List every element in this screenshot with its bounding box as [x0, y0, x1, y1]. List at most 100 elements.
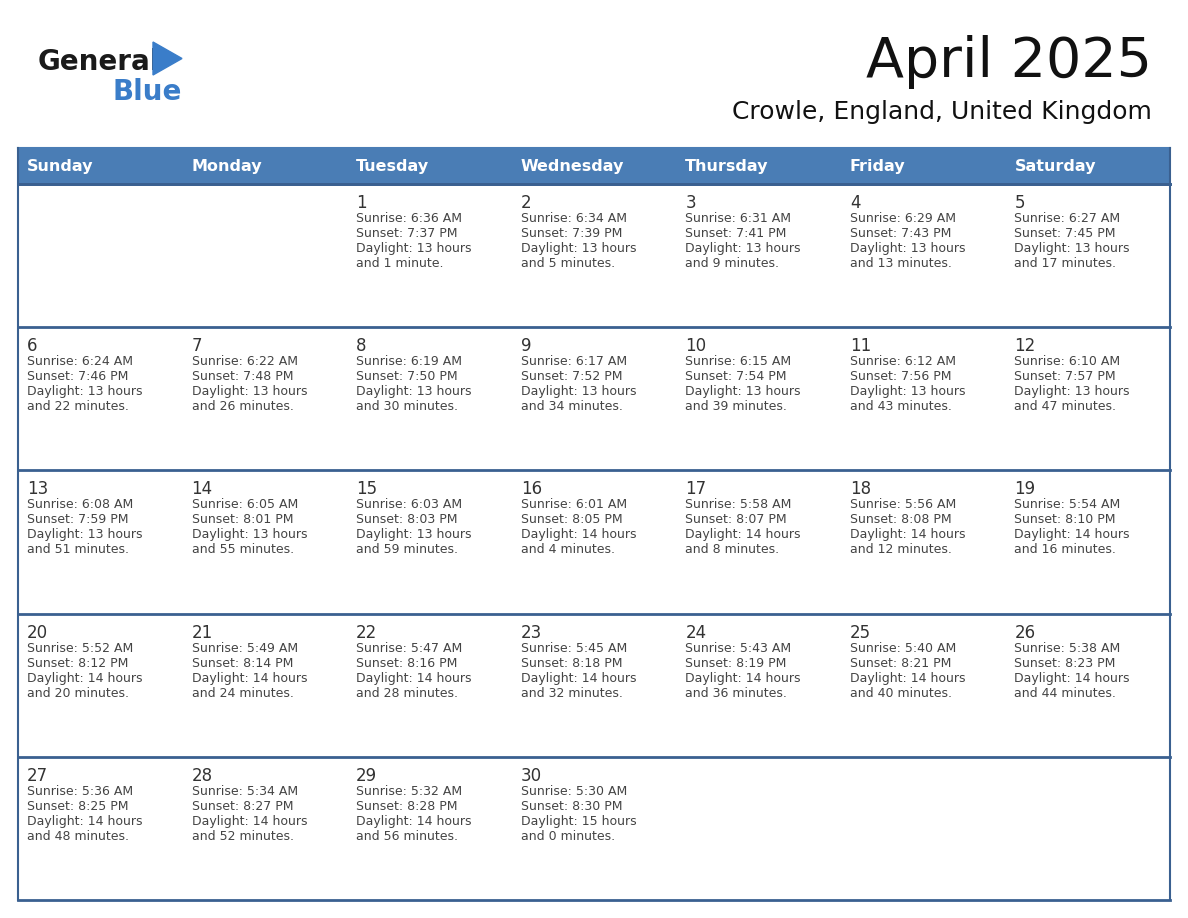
Text: Sunrise: 5:36 AM: Sunrise: 5:36 AM: [27, 785, 133, 798]
Text: 27: 27: [27, 767, 49, 785]
Bar: [676, 470, 841, 613]
Text: Sunrise: 5:52 AM: Sunrise: 5:52 AM: [27, 642, 133, 655]
Bar: [347, 148, 512, 184]
Text: Sunrise: 6:31 AM: Sunrise: 6:31 AM: [685, 212, 791, 225]
Text: 28: 28: [191, 767, 213, 785]
Text: and 24 minutes.: and 24 minutes.: [191, 687, 293, 700]
Text: Daylight: 13 hours: Daylight: 13 hours: [1015, 242, 1130, 255]
Text: Sunset: 8:27 PM: Sunset: 8:27 PM: [191, 800, 293, 812]
Text: Sunrise: 6:17 AM: Sunrise: 6:17 AM: [520, 355, 627, 368]
Bar: [18, 184, 183, 327]
Text: Sunset: 7:39 PM: Sunset: 7:39 PM: [520, 227, 623, 240]
Text: Sunset: 8:08 PM: Sunset: 8:08 PM: [849, 513, 952, 526]
Text: and 34 minutes.: and 34 minutes.: [520, 400, 623, 413]
Text: Sunset: 7:43 PM: Sunset: 7:43 PM: [849, 227, 952, 240]
Text: Tuesday: Tuesday: [356, 159, 429, 174]
Text: 20: 20: [27, 623, 49, 642]
Text: 17: 17: [685, 480, 707, 498]
Bar: [841, 184, 1005, 327]
Bar: [676, 184, 841, 327]
Bar: [183, 148, 347, 184]
Text: Daylight: 14 hours: Daylight: 14 hours: [191, 672, 307, 685]
Text: 14: 14: [191, 480, 213, 498]
Bar: [18, 756, 183, 900]
Bar: [347, 613, 512, 756]
Bar: [18, 470, 183, 613]
Text: Wednesday: Wednesday: [520, 159, 624, 174]
Text: Daylight: 14 hours: Daylight: 14 hours: [1015, 529, 1130, 542]
Bar: [18, 613, 183, 756]
Text: April 2025: April 2025: [866, 35, 1152, 89]
Text: Daylight: 13 hours: Daylight: 13 hours: [520, 242, 637, 255]
Text: 2: 2: [520, 194, 531, 212]
Bar: [1005, 184, 1170, 327]
Bar: [512, 184, 676, 327]
Bar: [512, 327, 676, 470]
Bar: [183, 613, 347, 756]
Text: and 59 minutes.: and 59 minutes.: [356, 543, 459, 556]
Text: Sunday: Sunday: [27, 159, 94, 174]
Text: Sunset: 7:37 PM: Sunset: 7:37 PM: [356, 227, 457, 240]
Text: Sunset: 8:25 PM: Sunset: 8:25 PM: [27, 800, 128, 812]
Text: 13: 13: [27, 480, 49, 498]
Text: and 39 minutes.: and 39 minutes.: [685, 400, 788, 413]
Text: and 1 minute.: and 1 minute.: [356, 257, 443, 270]
Text: Crowle, England, United Kingdom: Crowle, England, United Kingdom: [732, 100, 1152, 124]
Bar: [676, 756, 841, 900]
Text: and 20 minutes.: and 20 minutes.: [27, 687, 129, 700]
Text: Daylight: 14 hours: Daylight: 14 hours: [685, 529, 801, 542]
Text: Sunrise: 6:36 AM: Sunrise: 6:36 AM: [356, 212, 462, 225]
Text: Daylight: 13 hours: Daylight: 13 hours: [191, 529, 307, 542]
Text: 30: 30: [520, 767, 542, 785]
Text: and 43 minutes.: and 43 minutes.: [849, 400, 952, 413]
Text: and 17 minutes.: and 17 minutes.: [1015, 257, 1117, 270]
Text: Sunrise: 6:10 AM: Sunrise: 6:10 AM: [1015, 355, 1120, 368]
Text: 5: 5: [1015, 194, 1025, 212]
Text: 22: 22: [356, 623, 378, 642]
Text: Daylight: 13 hours: Daylight: 13 hours: [27, 529, 143, 542]
Text: Daylight: 13 hours: Daylight: 13 hours: [520, 386, 637, 398]
Text: Daylight: 14 hours: Daylight: 14 hours: [685, 672, 801, 685]
Bar: [841, 470, 1005, 613]
Text: Sunrise: 5:38 AM: Sunrise: 5:38 AM: [1015, 642, 1120, 655]
Text: Sunrise: 6:27 AM: Sunrise: 6:27 AM: [1015, 212, 1120, 225]
Text: Sunrise: 6:19 AM: Sunrise: 6:19 AM: [356, 355, 462, 368]
Text: Sunrise: 5:43 AM: Sunrise: 5:43 AM: [685, 642, 791, 655]
Text: and 51 minutes.: and 51 minutes.: [27, 543, 129, 556]
Text: Sunrise: 6:34 AM: Sunrise: 6:34 AM: [520, 212, 627, 225]
Text: Daylight: 14 hours: Daylight: 14 hours: [520, 529, 637, 542]
Text: 8: 8: [356, 337, 367, 355]
Text: Sunrise: 5:47 AM: Sunrise: 5:47 AM: [356, 642, 462, 655]
Text: 4: 4: [849, 194, 860, 212]
Bar: [1005, 327, 1170, 470]
Text: Sunset: 7:56 PM: Sunset: 7:56 PM: [849, 370, 952, 383]
Text: 6: 6: [27, 337, 38, 355]
Text: and 40 minutes.: and 40 minutes.: [849, 687, 952, 700]
Text: and 48 minutes.: and 48 minutes.: [27, 830, 129, 843]
Text: 3: 3: [685, 194, 696, 212]
Bar: [183, 184, 347, 327]
Text: Sunrise: 6:08 AM: Sunrise: 6:08 AM: [27, 498, 133, 511]
Text: Sunrise: 5:40 AM: Sunrise: 5:40 AM: [849, 642, 956, 655]
Text: and 28 minutes.: and 28 minutes.: [356, 687, 459, 700]
Text: 25: 25: [849, 623, 871, 642]
Text: Daylight: 13 hours: Daylight: 13 hours: [356, 529, 472, 542]
Text: Daylight: 14 hours: Daylight: 14 hours: [356, 815, 472, 828]
Bar: [18, 148, 183, 184]
Text: Daylight: 14 hours: Daylight: 14 hours: [356, 672, 472, 685]
Text: Saturday: Saturday: [1015, 159, 1095, 174]
Text: 15: 15: [356, 480, 378, 498]
Bar: [1005, 470, 1170, 613]
Text: Sunrise: 5:54 AM: Sunrise: 5:54 AM: [1015, 498, 1120, 511]
Text: and 9 minutes.: and 9 minutes.: [685, 257, 779, 270]
Text: and 26 minutes.: and 26 minutes.: [191, 400, 293, 413]
Bar: [512, 148, 676, 184]
Text: and 0 minutes.: and 0 minutes.: [520, 830, 615, 843]
Bar: [18, 327, 183, 470]
Text: Daylight: 13 hours: Daylight: 13 hours: [356, 386, 472, 398]
Text: and 16 minutes.: and 16 minutes.: [1015, 543, 1117, 556]
Text: Sunset: 7:46 PM: Sunset: 7:46 PM: [27, 370, 128, 383]
Text: 19: 19: [1015, 480, 1036, 498]
Text: Sunset: 7:57 PM: Sunset: 7:57 PM: [1015, 370, 1116, 383]
Bar: [841, 148, 1005, 184]
